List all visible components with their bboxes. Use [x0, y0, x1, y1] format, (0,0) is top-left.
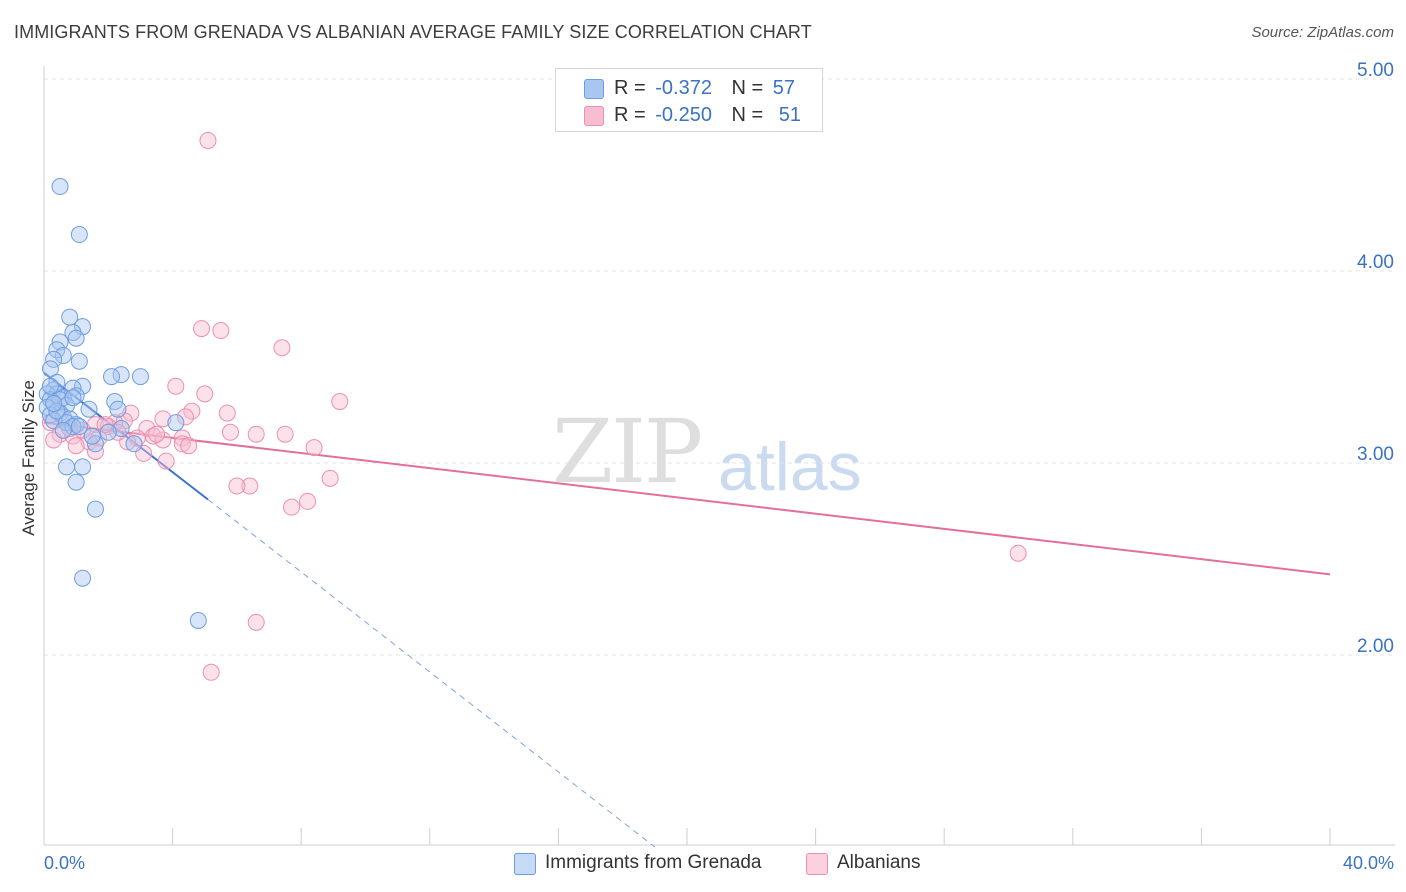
albanians-point	[299, 492, 317, 510]
bottom-legend-label-grenada: Immigrants from Grenada	[545, 852, 762, 873]
albanians-point	[128, 429, 146, 447]
albanians-point	[202, 663, 220, 681]
albanians-point	[196, 385, 214, 403]
grenada-point	[131, 368, 149, 386]
y-axis-title: Average Family Size	[19, 380, 38, 536]
albanians-point	[221, 423, 239, 441]
albanians-point	[183, 402, 201, 420]
grid-lines	[44, 78, 1395, 656]
grenada-point	[109, 400, 127, 418]
albanians-point	[321, 469, 339, 487]
grenada-point	[64, 323, 82, 341]
grenada-point	[48, 341, 66, 359]
grenada-point	[54, 346, 72, 364]
albanians-point	[148, 425, 166, 443]
grenada-point	[83, 427, 101, 445]
bottom-legend-label-albanians: Albanians	[837, 852, 921, 873]
bottom-legend-swatch-grenada	[514, 853, 536, 875]
grenada-point	[86, 500, 104, 518]
albanians-point	[212, 322, 230, 340]
albanians-point	[228, 477, 246, 495]
data-points	[38, 131, 1027, 681]
legend-n-label: N =	[731, 77, 764, 99]
albanians-point	[331, 393, 349, 411]
grenada-point	[189, 611, 207, 629]
albanians-point	[154, 431, 172, 449]
albanians-point	[167, 377, 185, 395]
grenada-point	[70, 352, 88, 370]
grenada-point	[67, 473, 85, 491]
trend-lines	[43, 371, 1331, 848]
chart-title: IMMIGRANTS FROM GRENADA VS ALBANIAN AVER…	[14, 22, 812, 42]
y-tick-label: 3.00	[1357, 444, 1394, 465]
albanians-point	[199, 131, 217, 149]
bottom-legend-swatch-albanians	[806, 853, 828, 875]
grenada-point	[70, 418, 88, 436]
albanians-point	[283, 498, 301, 516]
grenada-point	[58, 458, 76, 476]
axes	[43, 66, 1395, 846]
legend-r-label: R =	[614, 77, 646, 99]
grenada-point	[64, 418, 82, 436]
x-tick-label: 0.0%	[44, 853, 85, 873]
albanians-point	[157, 452, 175, 470]
albanians-point	[241, 477, 259, 495]
y-tick-label: 5.00	[1357, 60, 1394, 81]
y-tick-label: 2.00	[1357, 636, 1394, 657]
grenada-trend-extension	[207, 499, 656, 848]
legend-swatch-albanians	[584, 106, 604, 126]
grenada-trend-line	[43, 371, 209, 501]
grenada-point	[45, 394, 63, 412]
legend-swatch-grenada	[584, 79, 604, 99]
grenada-point	[54, 421, 72, 439]
grenada-point	[112, 419, 130, 437]
albanians-point	[276, 425, 294, 443]
x-tick-label: 40.0%	[1343, 853, 1394, 873]
tick-labels: 2.00 3.00 4.00 5.00 0.0% 40.0%	[44, 60, 1394, 873]
grenada-point	[99, 423, 117, 441]
albanians-point	[193, 320, 211, 338]
grenada-point	[167, 414, 185, 432]
grenada-point	[45, 350, 63, 368]
legend-n-value: 57	[772, 77, 796, 99]
grenada-point	[125, 435, 143, 453]
albanians-point	[305, 439, 323, 457]
y-tick-label: 4.00	[1357, 252, 1394, 273]
albanians-point	[273, 339, 291, 357]
legend-row-grenada: R = -0.372 N = 57	[556, 75, 822, 101]
grenada-point	[67, 329, 85, 347]
grenada-point	[74, 458, 92, 476]
grenada-point	[103, 368, 121, 386]
watermark-atlas: atlas	[718, 429, 862, 505]
legend-row-albanians: R = -0.250 N = 51	[556, 102, 822, 128]
albanians-point	[154, 410, 172, 428]
albanians-trend-line	[43, 421, 1331, 576]
grenada-point	[74, 569, 92, 587]
albanians-point	[67, 437, 85, 455]
legend-n-label: N =	[731, 104, 764, 126]
albanians-point	[173, 435, 191, 453]
legend-r-value: -0.250	[655, 104, 712, 126]
legend-r-label: R =	[614, 104, 646, 126]
grenada-point	[70, 226, 88, 244]
albanians-point	[176, 408, 194, 426]
albanians-point	[247, 613, 265, 631]
grenada-point	[64, 389, 82, 407]
albanians-point	[218, 404, 236, 422]
grenada-point	[41, 377, 59, 395]
albanians-point	[180, 437, 198, 455]
legend-n-value: 51	[778, 104, 802, 126]
albanians-point	[1009, 544, 1027, 562]
grenada-point	[80, 400, 98, 418]
correlation-legend: R = -0.372 N = 57 R = -0.250 N = 51	[555, 68, 823, 132]
source-credit: Source: ZipAtlas.com	[1251, 24, 1394, 41]
albanians-point	[99, 418, 117, 436]
albanians-point	[247, 425, 265, 443]
legend-r-value: -0.372	[655, 77, 712, 99]
grenada-point	[51, 178, 69, 196]
